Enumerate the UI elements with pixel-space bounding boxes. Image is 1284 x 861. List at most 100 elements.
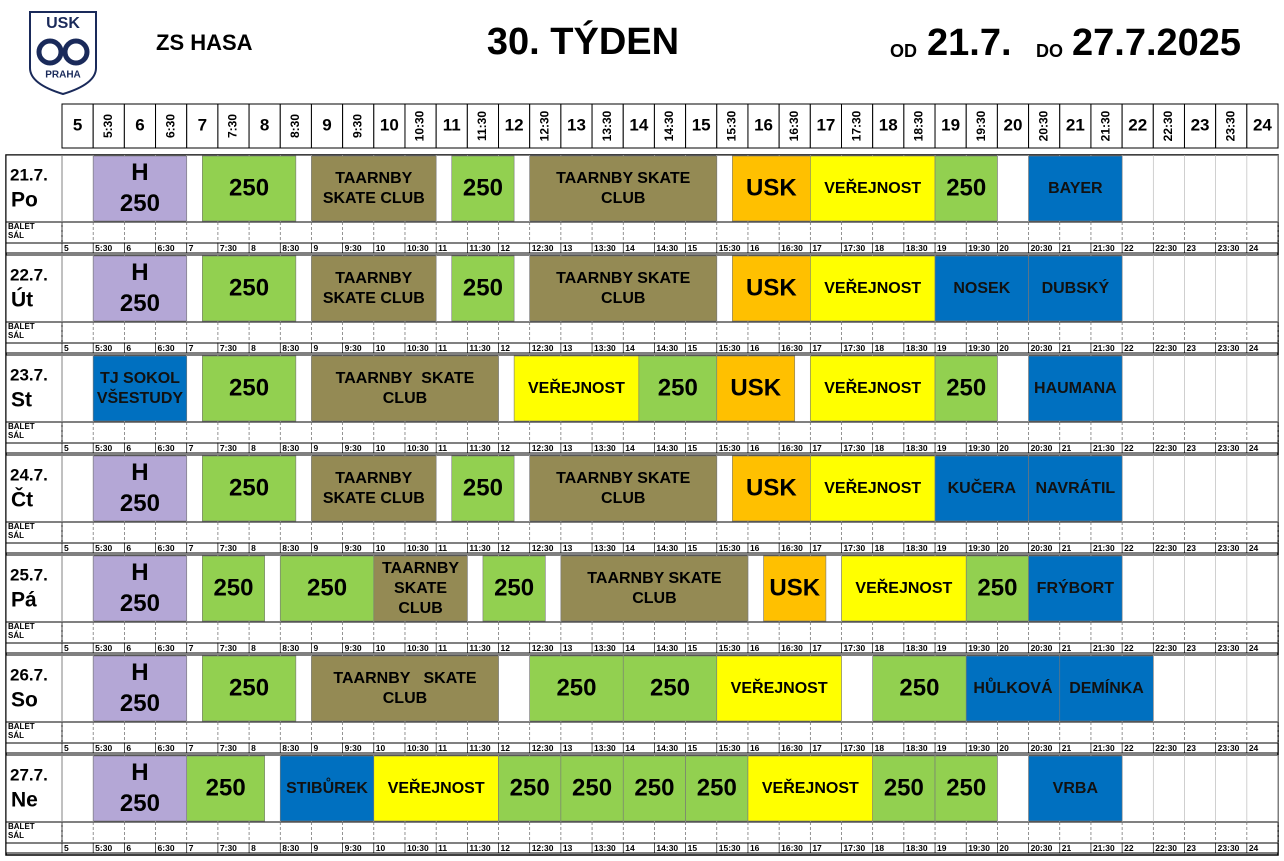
session-block [311, 355, 499, 422]
small-time-label: 5:30 [95, 543, 112, 553]
small-time-label: 5 [64, 343, 69, 353]
session-label: 250 [946, 774, 986, 801]
time-cell [1028, 103, 1061, 149]
small-time-label: 22 [1124, 843, 1134, 853]
small-time-label: 23 [1186, 443, 1196, 453]
session-label: CLUB [601, 290, 645, 307]
small-time-label: 13 [563, 443, 573, 453]
session-label: 250 [556, 674, 596, 701]
small-time-label: 11:30 [469, 543, 491, 553]
time-label: 15 [692, 115, 711, 134]
small-time-label: 14:30 [656, 243, 678, 253]
time-label: 14 [629, 115, 648, 134]
from-date: 21.7. [927, 22, 1012, 64]
session-label: VŠESTUDY [97, 388, 184, 407]
small-time-label: 13 [563, 243, 573, 253]
small-time-label: 17:30 [844, 743, 866, 753]
day-weekday: Út [11, 288, 33, 312]
session-block [1028, 455, 1123, 522]
small-time-label: 6 [126, 543, 131, 553]
small-time-label: 18:30 [906, 243, 928, 253]
session-block [92, 555, 188, 622]
session-block [763, 555, 827, 622]
session-block [1028, 155, 1123, 222]
session-block [934, 155, 998, 222]
small-time-label: 10:30 [407, 443, 429, 453]
small-time-label: 10 [376, 243, 386, 253]
small-time-label: 18 [875, 243, 885, 253]
session-label: 250 [463, 174, 503, 201]
small-time-label: 6:30 [158, 343, 175, 353]
small-time-label: 20:30 [1031, 543, 1053, 553]
session-label: 250 [120, 590, 160, 617]
small-time-label: 8 [251, 743, 256, 753]
session-label: VEŘEJNOST [824, 278, 921, 297]
small-time-label: 19 [937, 643, 947, 653]
session-block [810, 455, 936, 522]
session-label: 250 [206, 774, 246, 801]
small-time-label: 22:30 [1155, 243, 1177, 253]
time-label: 20 [1004, 115, 1023, 134]
small-time-label: 14 [625, 243, 635, 253]
session-block [529, 655, 624, 722]
time-label: 6:30 [163, 114, 177, 138]
small-time-label: 14 [625, 843, 635, 853]
session-label: DUBSKÝ [1042, 278, 1110, 297]
logo-top: USK [46, 15, 80, 32]
small-time-label: 21 [1062, 843, 1072, 853]
small-time-label: 19:30 [968, 443, 990, 453]
session-label: H [131, 259, 148, 286]
logo-eye [36, 38, 64, 66]
session-block [92, 755, 188, 822]
small-time-label: 21:30 [1093, 443, 1115, 453]
balet-label: BALET [8, 322, 35, 331]
small-time-label: 17:30 [844, 543, 866, 553]
small-time-label: 17 [812, 843, 822, 853]
session-block [810, 255, 936, 322]
small-time-label: 23:30 [1218, 643, 1240, 653]
time-label: 16:30 [787, 110, 801, 141]
logo-eye [62, 38, 90, 66]
small-time-label: 14:30 [656, 443, 678, 453]
session-label: 250 [229, 274, 269, 301]
session-block [872, 755, 936, 822]
small-time-label: 17 [812, 543, 822, 553]
session-block [638, 355, 718, 422]
session-label: TAARNBY [335, 470, 412, 487]
session-label: 250 [946, 374, 986, 401]
time-label: 17:30 [849, 110, 863, 141]
small-time-label: 23:30 [1218, 243, 1240, 253]
small-time-label: 20 [999, 743, 1009, 753]
session-block [513, 355, 640, 422]
small-time-label: 24 [1249, 743, 1259, 753]
small-time-label: 10:30 [407, 643, 429, 653]
session-block [685, 755, 749, 822]
session-label: 250 [494, 574, 534, 601]
small-time-label: 10 [376, 343, 386, 353]
small-time-label: 6 [126, 843, 131, 853]
balet-label: SÁL [8, 731, 24, 740]
small-time-label: 13:30 [594, 643, 616, 653]
small-time-label: 12 [501, 743, 511, 753]
small-time-label: 16:30 [781, 243, 803, 253]
session-label: 250 [229, 174, 269, 201]
session-block [1028, 355, 1123, 422]
time-cell [498, 103, 531, 149]
time-cell [92, 103, 125, 149]
time-label: 20:30 [1036, 110, 1050, 141]
balet-label: BALET [8, 222, 35, 231]
small-time-label: 7 [189, 743, 194, 753]
small-time-label: 15:30 [719, 743, 741, 753]
small-time-label: 17 [812, 343, 822, 353]
session-block [934, 255, 1029, 322]
day-weekday: Pá [11, 589, 37, 612]
time-label: 14:30 [662, 110, 676, 141]
session-label: 250 [229, 674, 269, 701]
small-time-label: 23:30 [1218, 443, 1240, 453]
small-time-label: 22 [1124, 643, 1134, 653]
small-time-label: 16:30 [781, 643, 803, 653]
small-time-label: 12 [501, 843, 511, 853]
